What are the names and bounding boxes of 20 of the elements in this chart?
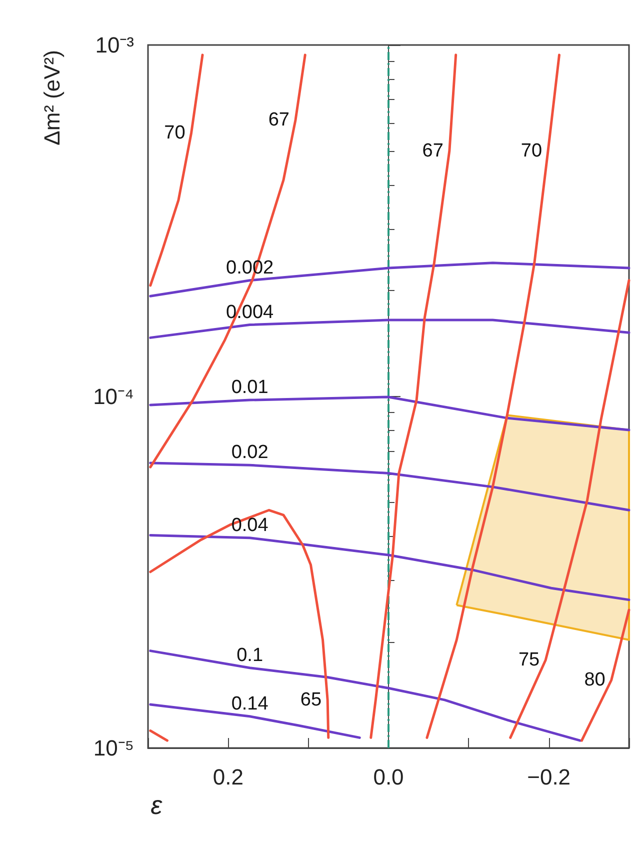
series-label: 0.02 — [231, 442, 268, 464]
series-label: 70 — [164, 122, 186, 144]
y-axis-title: Δm² (eV²) — [40, 50, 64, 146]
y-tick-label: 10⁻⁵ — [93, 736, 134, 760]
series-label: 67 — [422, 140, 444, 162]
x-tick-label: 0.2 — [212, 764, 244, 790]
series-label: 70 — [520, 140, 542, 162]
x-tick-label: −0.2 — [527, 764, 571, 790]
y-tick-label: 10⁻³ — [95, 32, 134, 58]
series-label: 65 — [300, 689, 322, 710]
series-label: 67 — [268, 109, 290, 130]
series-label: 0.01 — [231, 377, 268, 398]
series-label: 0.04 — [231, 514, 269, 536]
series-label: 0.1 — [236, 644, 264, 666]
series-label: 75 — [518, 649, 540, 670]
series-label: 80 — [584, 670, 606, 691]
series-label: 0.14 — [231, 693, 269, 714]
y-tick-label: 10⁻⁴ — [93, 384, 134, 409]
x-tick-label: 0.0 — [373, 764, 404, 790]
x-axis-title: ε — [150, 790, 163, 820]
